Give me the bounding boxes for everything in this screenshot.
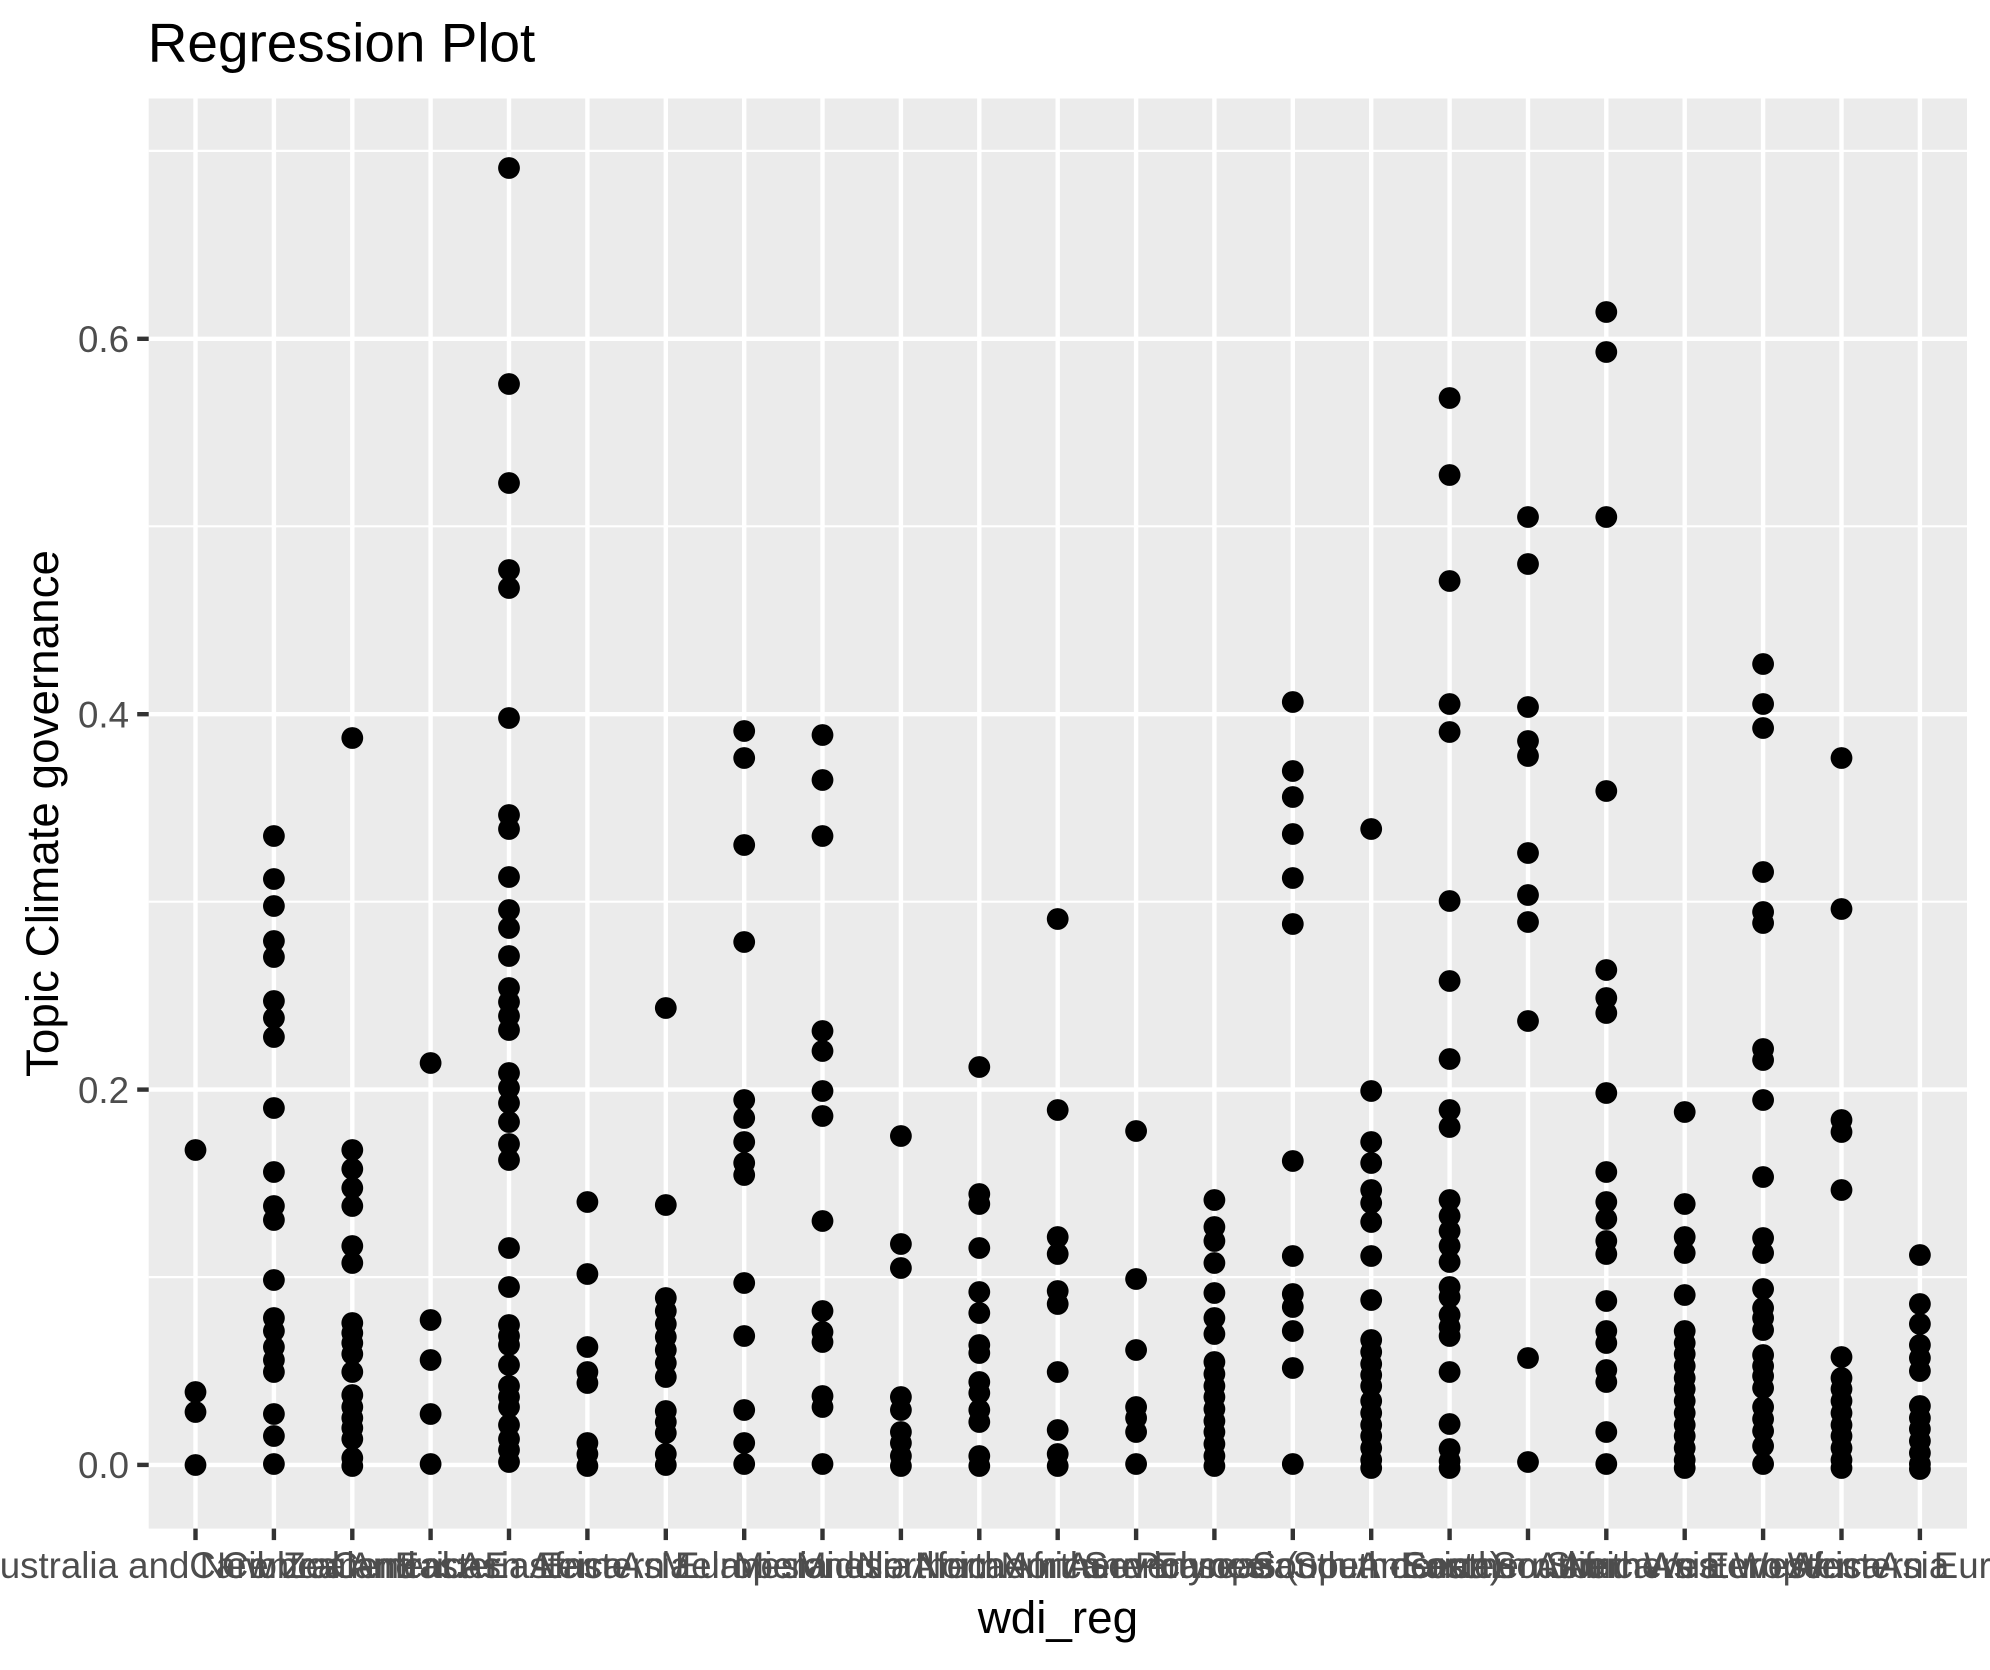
svg-text:Northern Europe: Northern Europe [1000,1545,1271,1586]
svg-text:wdi_reg: wdi_reg [977,1592,1138,1643]
svg-text:Regression Plot: Regression Plot [148,12,535,74]
svg-text:Polynesia: Polynesia [1135,1545,1295,1586]
svg-text:Northern Africa: Northern Africa [857,1545,1102,1586]
svg-text:Seven seas (open ocean): Seven seas (open ocean) [1084,1545,1502,1586]
svg-text:Topic Climate governance: Topic Climate governance [17,550,68,1077]
svg-text:Eastern Asia: Eastern Asia [484,1545,691,1586]
svg-text:Australia and New Zealand: Australia and New Zealand [0,1545,416,1586]
svg-text:Southern Asia: Southern Asia [1492,1545,1721,1586]
svg-text:Western Africa: Western Africa [1644,1545,1882,1586]
svg-text:Eastern Africa: Eastern Africa [395,1545,624,1586]
svg-text:South-Eastern Asia: South-Eastern Asia [1293,1545,1608,1586]
svg-text:Southern Africa: Southern Africa [1403,1545,1654,1586]
svg-text:Melanesia: Melanesia [661,1545,829,1586]
svg-text:0.6: 0.6 [78,319,129,360]
svg-text:Middle Africa: Middle Africa [796,1545,1007,1586]
svg-text:Western Europe: Western Europe [1788,1545,1990,1586]
svg-text:0.4: 0.4 [78,694,129,735]
svg-text:Micronesia: Micronesia [734,1545,912,1586]
svg-text:Central America: Central America [222,1545,484,1586]
svg-text:Northern America: Northern America [915,1545,1201,1586]
svg-text:Western Asia: Western Asia [1734,1545,1950,1586]
svg-text:0.0: 0.0 [78,1445,129,1486]
svg-text:South America: South America [1252,1545,1491,1586]
svg-text:Southern Europe: Southern Europe [1546,1545,1823,1586]
svg-text:Central Asia: Central Asia [332,1545,530,1586]
svg-text:Caribbean: Caribbean [189,1545,358,1586]
svg-text:0.2: 0.2 [78,1070,129,1111]
svg-text:Eastern Europe: Eastern Europe [538,1545,793,1586]
